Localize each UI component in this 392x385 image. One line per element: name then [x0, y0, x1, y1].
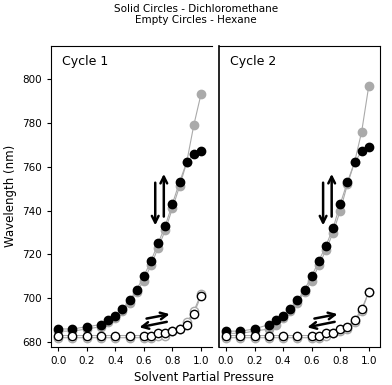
Text: Cycle 2: Cycle 2 — [230, 55, 276, 68]
Text: Cycle 1: Cycle 1 — [62, 55, 109, 68]
Text: Solid Circles - Dichloromethane
Empty Circles - Hexane: Solid Circles - Dichloromethane Empty Ci… — [114, 4, 278, 25]
Text: Solvent Partial Pressure: Solvent Partial Pressure — [134, 371, 274, 384]
Y-axis label: Wavelength (nm): Wavelength (nm) — [4, 145, 16, 248]
